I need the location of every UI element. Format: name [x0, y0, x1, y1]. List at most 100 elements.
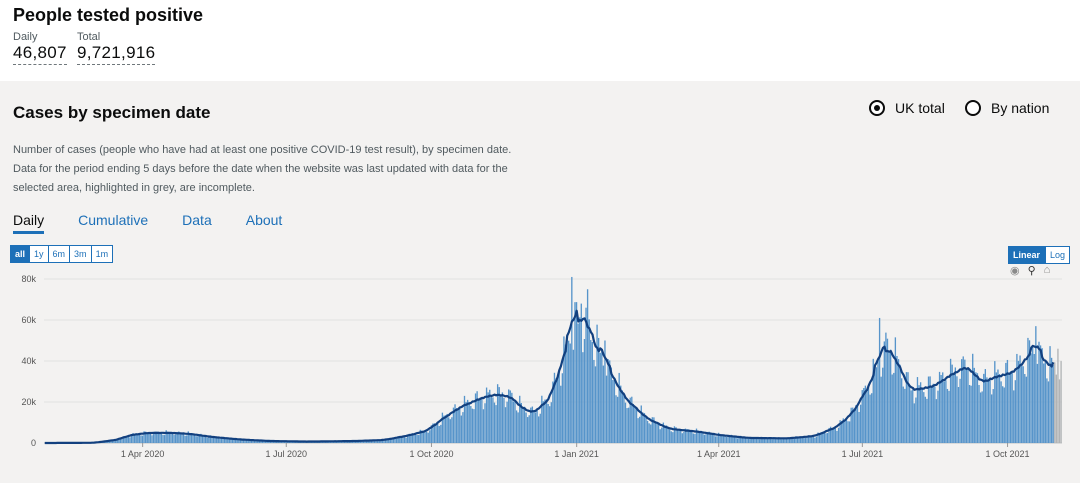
bar [646, 420, 649, 443]
bar [405, 437, 407, 443]
bar [1017, 360, 1020, 443]
bar [585, 307, 587, 443]
bar [869, 394, 871, 443]
zoom-icon[interactable]: ⚲ [1027, 265, 1036, 277]
bar [350, 441, 352, 443]
bar [178, 431, 180, 443]
bar [159, 433, 161, 443]
linear-scale-button[interactable]: Linear [1008, 246, 1046, 264]
bar [960, 359, 963, 443]
bar [253, 439, 256, 443]
bar [978, 385, 980, 443]
bar [556, 375, 559, 443]
radio-circle-checked[interactable] [869, 100, 885, 116]
tab-about[interactable]: About [245, 212, 283, 228]
bar [812, 435, 814, 443]
bar [440, 424, 442, 443]
bar [747, 438, 750, 443]
bar [553, 372, 556, 443]
bar [732, 436, 734, 443]
bar [744, 437, 747, 443]
bar [602, 365, 605, 443]
bar [923, 392, 925, 443]
bar [151, 435, 153, 443]
bar [252, 440, 254, 443]
bar [921, 388, 923, 443]
bar [1049, 346, 1051, 443]
log-scale-button[interactable]: Log [1045, 246, 1071, 264]
tab-data[interactable]: Data [182, 212, 212, 228]
bar [478, 398, 480, 443]
radio-circle-unchecked[interactable] [965, 100, 981, 116]
bar [669, 429, 671, 443]
bar [811, 436, 813, 443]
bar [746, 438, 748, 443]
bar [629, 397, 631, 443]
bar [953, 372, 955, 443]
bar [1050, 357, 1053, 443]
bar [698, 431, 701, 443]
bar [383, 440, 385, 443]
bar [1052, 365, 1054, 443]
range-1m-button[interactable]: 1m [90, 245, 114, 263]
home-icon[interactable]: ⌂ [1043, 264, 1051, 276]
bar [219, 438, 221, 443]
bar [615, 395, 617, 443]
bar [664, 425, 666, 443]
bar [635, 407, 638, 443]
y-tick-label: 80k [21, 274, 36, 284]
bar [650, 424, 652, 443]
bar [454, 404, 456, 443]
bar [135, 433, 137, 443]
bar [473, 409, 475, 443]
bar [609, 360, 611, 443]
bar [211, 436, 213, 443]
bar [492, 397, 494, 443]
radio-by-nation[interactable]: By nation [965, 100, 1049, 116]
bar [856, 406, 859, 443]
bar [365, 440, 368, 443]
bar [728, 435, 731, 443]
tab-cumulative[interactable]: Cumulative [78, 212, 149, 228]
bar [858, 411, 860, 443]
bar [964, 359, 966, 443]
range-3m-button[interactable]: 3m [69, 245, 92, 263]
bar [915, 397, 917, 443]
bar [400, 436, 403, 443]
range-all-button[interactable]: all [10, 245, 31, 263]
bar [912, 389, 914, 443]
bar [225, 437, 227, 443]
bar [773, 437, 775, 443]
bar [713, 433, 715, 443]
bar [662, 422, 665, 443]
bar [815, 436, 818, 443]
bar [945, 380, 947, 443]
bar [541, 395, 543, 443]
total-value[interactable]: 9,721,916 [77, 43, 156, 65]
bar [864, 385, 867, 443]
cases-chart[interactable]: 0 20k 40k 60k 80k 1 Apr 2020 1 Jul 2020 1 Oct 2… [0, 270, 1080, 482]
daily-value[interactable]: 46,807 [13, 43, 67, 65]
camera-icon[interactable]: ◉ [1010, 265, 1020, 277]
bar [257, 440, 259, 443]
bar [152, 434, 155, 443]
bar [375, 439, 377, 443]
bar [702, 433, 704, 443]
bar [976, 373, 979, 443]
bar [855, 405, 857, 443]
range-1y-button[interactable]: 1y [29, 245, 49, 263]
radio-uk-total[interactable]: UK total [869, 100, 945, 116]
tab-daily[interactable]: Daily [13, 212, 45, 234]
bar [481, 398, 483, 443]
bar [244, 439, 246, 443]
range-6m-button[interactable]: 6m [47, 245, 71, 263]
bar [597, 337, 600, 443]
bar [523, 406, 526, 443]
bar [425, 431, 428, 443]
bar [738, 437, 740, 443]
bar [538, 416, 540, 443]
bar [642, 412, 644, 443]
bar [981, 391, 983, 443]
bar [957, 387, 960, 443]
bar [571, 276, 573, 443]
